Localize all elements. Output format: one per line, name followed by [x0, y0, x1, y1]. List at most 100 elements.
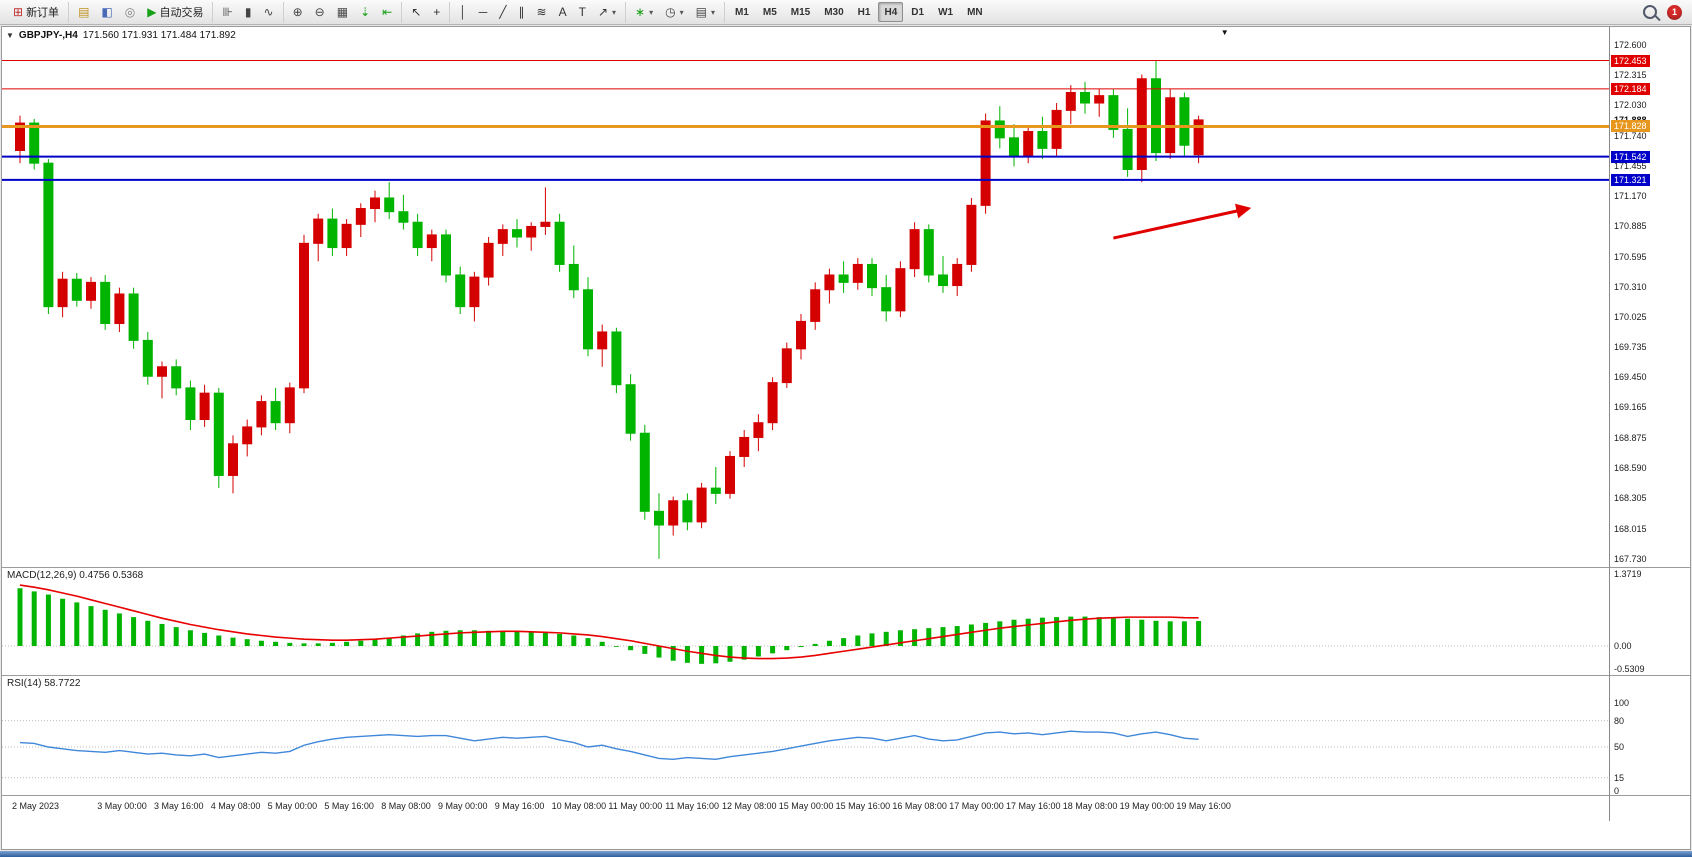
macd-histogram-bar [784, 646, 790, 651]
macd-histogram-bar [997, 621, 1003, 646]
new-order-button[interactable]: ⊞ 新订单 [8, 2, 64, 23]
macd-histogram-bar [415, 633, 421, 646]
template-icon[interactable]: ▤ ▾ [691, 2, 720, 23]
zoom-out-icon-glyph: ⊖ [314, 5, 325, 19]
candle [952, 263, 963, 287]
timeframe-button-d1[interactable]: D1 [911, 6, 925, 18]
trendline-icon-glyph: ╱ [499, 5, 507, 19]
timeframe-button-m5[interactable]: M5 [762, 6, 777, 18]
time-axis-label: 4 May 08:00 [210, 801, 261, 811]
time-axis-label: 15 May 00:00 [778, 801, 834, 811]
chart-ohlc-readout: 171.560 171.931 171.484 171.892 [82, 30, 236, 41]
horizontal-line-icon[interactable]: ─ [474, 2, 493, 23]
macd-histogram-bar [1068, 616, 1074, 646]
trendline-icon[interactable]: ╱ [494, 2, 511, 23]
candle [1108, 95, 1119, 130]
timeframe-button-h4[interactable]: H4 [878, 2, 904, 22]
candle [228, 443, 238, 476]
timeframe-button-m1[interactable]: M1 [734, 6, 749, 18]
candle [441, 234, 451, 276]
pane-separator-rsi[interactable] [2, 675, 1690, 676]
macd-histogram-bar [457, 630, 463, 646]
auto-scroll-icon[interactable]: ⇣ [355, 2, 375, 23]
dropdown-arrow-icon[interactable]: ▾ [612, 7, 617, 17]
market-watch-icon[interactable]: ▤ [73, 2, 94, 23]
dropdown-arrow-icon[interactable]: ▾ [649, 7, 654, 17]
price-line-badge: 171.828 [1611, 120, 1650, 133]
channel-icon[interactable]: ∥ [514, 2, 530, 23]
price-tick: 171.740 [1614, 130, 1647, 141]
time-axis-label: 8 May 08:00 [381, 801, 431, 811]
candle [909, 229, 920, 270]
zoom-in-icon[interactable]: ⊕ [288, 2, 308, 23]
timeframe-button-w1[interactable]: W1 [938, 6, 954, 18]
cursor-icon[interactable]: ↖ [406, 2, 426, 23]
tile-windows-icon-glyph: ▦ [336, 5, 349, 19]
candle [270, 401, 281, 424]
search-icon[interactable] [1643, 5, 1661, 22]
channel-icon-glyph: ∥ [518, 5, 525, 19]
line-chart-icon[interactable]: ∿ [259, 2, 279, 23]
pane-separator-macd[interactable] [2, 567, 1690, 568]
zoom-out-icon[interactable]: ⊖ [310, 2, 330, 23]
new-order-icon: ⊞ [13, 5, 24, 19]
vertical-line-icon[interactable]: │ [454, 2, 472, 23]
price-tick: 168.305 [1614, 493, 1647, 504]
tile-windows-icon[interactable]: ▦ [332, 2, 353, 23]
macd-histogram-bar [315, 643, 321, 646]
candle [739, 436, 750, 457]
candle [568, 263, 579, 291]
candles-chart-icon[interactable]: ▮ [240, 2, 257, 23]
candle [1122, 128, 1133, 170]
window-bottom-edge [0, 851, 1692, 857]
arrows-icon[interactable]: ↗ ▾ [593, 2, 621, 23]
fibonacci-icon[interactable]: ≋ [532, 2, 552, 23]
candle [1009, 137, 1019, 157]
notification-badge[interactable]: 1 [1667, 4, 1682, 20]
candle [242, 426, 253, 445]
macd-histogram-bar [1196, 621, 1202, 646]
macd-histogram-bar [926, 628, 932, 646]
bars-chart-icon-glyph: ⊪ [222, 5, 233, 19]
candle [852, 263, 863, 283]
label-icon[interactable]: T [574, 2, 591, 23]
dropdown-arrow-icon[interactable]: ▾ [710, 7, 715, 17]
candle [980, 120, 991, 206]
autotrade-button[interactable]: ▶ 自动交易 [142, 2, 208, 23]
price-line-badge: 172.184 [1611, 82, 1650, 95]
crosshair-icon[interactable]: + [428, 2, 445, 23]
macd-histogram-bar [145, 620, 151, 646]
periods-icon-glyph: ◷ [665, 5, 676, 19]
macd-histogram-bar [1025, 618, 1031, 646]
collapse-chart-icon[interactable]: ▼ [6, 31, 14, 40]
time-axis-separator [2, 795, 1690, 796]
timeframe-button-m30[interactable]: M30 [824, 6, 844, 18]
toolbar-group: ⊪ ▮ ∿ [213, 1, 284, 23]
timeframe-button-m15[interactable]: M15 [790, 6, 811, 18]
chart-shift-icon[interactable]: ⇤ [377, 2, 397, 23]
indicators-icon[interactable]: ∗ ▾ [630, 2, 658, 23]
bars-chart-icon[interactable]: ⊪ [217, 2, 237, 23]
macd-pane-label: MACD(12,26,9) 0.4756 0.5368 [7, 570, 144, 581]
candle [540, 221, 551, 227]
candle [313, 218, 324, 244]
macd-histogram-bar [400, 635, 406, 646]
trend-arrow[interactable] [1113, 203, 1252, 240]
candle [157, 366, 167, 377]
data-window-icon[interactable]: ◧ [96, 2, 117, 23]
macd-histogram-bar [372, 639, 378, 646]
timeframe-button-mn[interactable]: MN [967, 6, 983, 18]
macd-histogram-bar [585, 638, 591, 646]
text-icon[interactable]: A [554, 2, 572, 23]
navigator-icon[interactable]: ◎ [120, 2, 140, 23]
time-axis-label: 12 May 08:00 [722, 801, 777, 811]
time-axis-label: 3 May 16:00 [154, 801, 204, 811]
dropdown-arrow-icon[interactable]: ▾ [679, 7, 684, 17]
macd-histogram-bar [116, 613, 122, 646]
timeframe-button-h1[interactable]: H1 [857, 6, 871, 18]
chart-canvas[interactable] [2, 27, 1609, 795]
candle [15, 122, 25, 151]
macd-histogram-bar [500, 631, 506, 646]
periods-icon[interactable]: ◷ ▾ [660, 2, 689, 23]
candle [199, 392, 210, 421]
